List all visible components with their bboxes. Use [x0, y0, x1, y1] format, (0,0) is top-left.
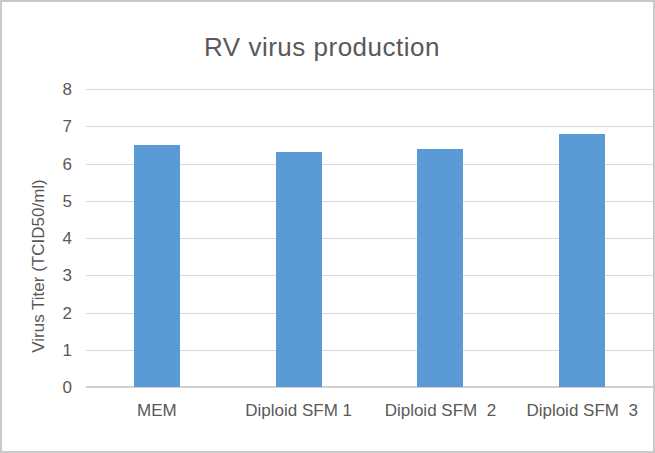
bar-diploid-sfm-2 — [417, 149, 463, 387]
y-tick-label: 6 — [2, 156, 72, 173]
x-category-label: Diploid SFM 2 — [360, 401, 520, 421]
y-tick-label: 2 — [2, 305, 72, 322]
x-category-label: Diploid SFM 1 — [219, 401, 379, 421]
chart-title: RV virus production — [2, 32, 642, 63]
y-tick-label: 8 — [2, 81, 72, 98]
y-tick-label: 3 — [2, 267, 72, 284]
y-tick-label: 1 — [2, 342, 72, 359]
gridline — [86, 126, 653, 127]
bar-diploid-sfm-3 — [559, 134, 605, 387]
y-tick-label: 7 — [2, 118, 72, 135]
y-tick-label: 4 — [2, 230, 72, 247]
gridline — [86, 89, 653, 90]
bar-mem — [134, 145, 180, 387]
bar-diploid-sfm-1 — [276, 152, 322, 387]
x-category-label: Diploid SFM 3 — [502, 401, 655, 421]
y-tick-label: 0 — [2, 379, 72, 396]
chart-container: RV virus production Virus Titer (TCID50/… — [0, 0, 655, 453]
x-category-label: MEM — [77, 401, 237, 421]
y-tick-label: 5 — [2, 193, 72, 210]
plot-area — [86, 89, 653, 387]
